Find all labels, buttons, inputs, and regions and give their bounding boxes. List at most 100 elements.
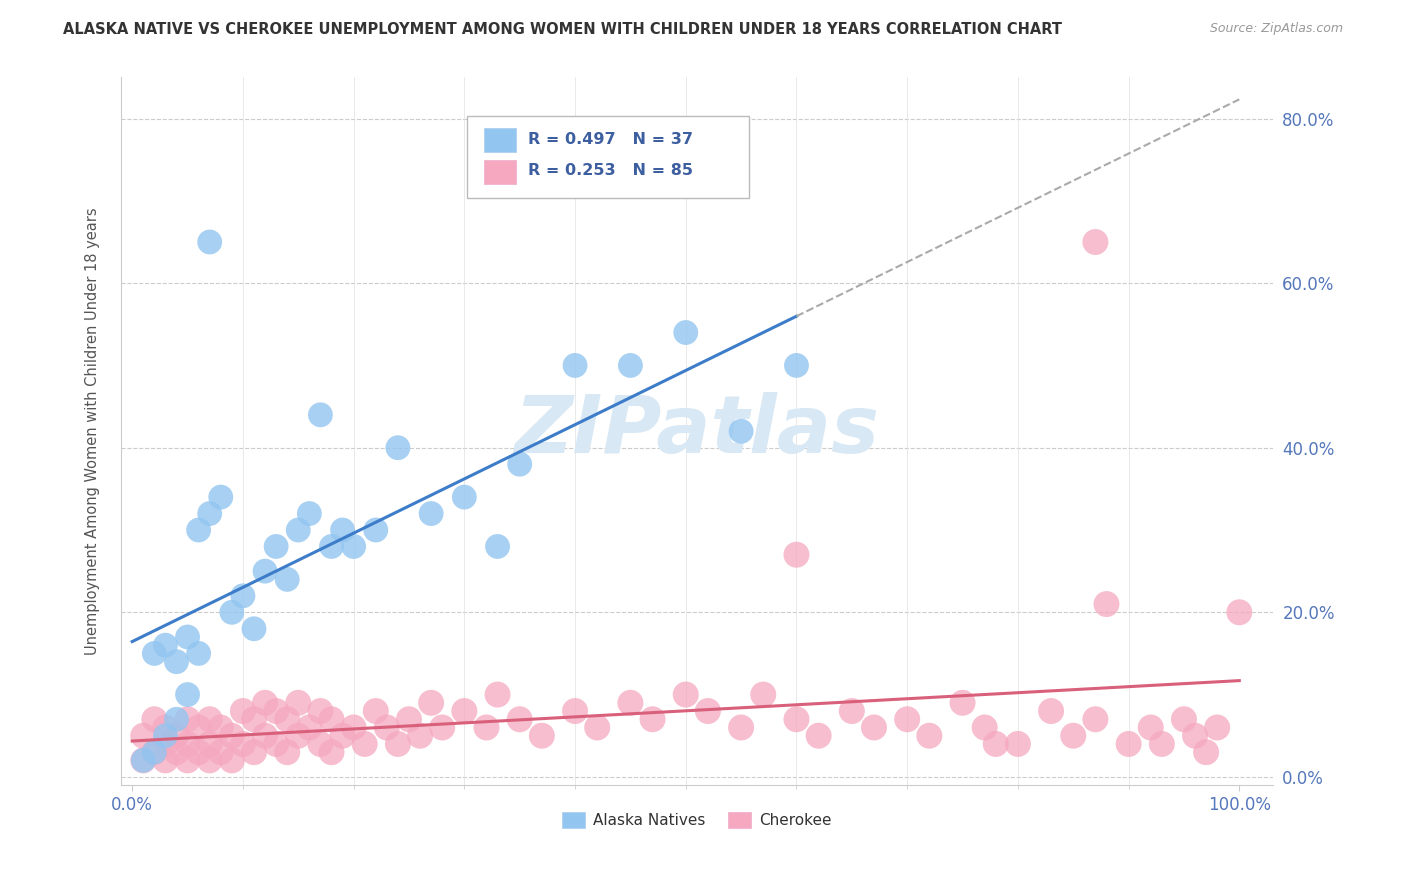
Point xyxy=(166,712,188,726)
Point xyxy=(332,523,354,537)
Point xyxy=(1084,712,1107,726)
Point xyxy=(586,721,609,735)
Point xyxy=(198,737,221,751)
Point xyxy=(166,655,188,669)
Point xyxy=(155,753,177,767)
Point xyxy=(198,753,221,767)
Point xyxy=(675,326,697,340)
Point xyxy=(176,737,198,751)
Point xyxy=(276,573,298,587)
Point xyxy=(453,704,475,718)
Point xyxy=(254,729,277,743)
Point xyxy=(564,359,586,373)
Point xyxy=(1227,605,1250,619)
Point xyxy=(143,745,166,759)
Point xyxy=(243,622,266,636)
Point xyxy=(143,712,166,726)
Text: R = 0.497   N = 37: R = 0.497 N = 37 xyxy=(527,131,693,146)
Point xyxy=(353,737,375,751)
Point xyxy=(166,729,188,743)
Point xyxy=(155,729,177,743)
Point xyxy=(807,729,830,743)
Point xyxy=(176,753,198,767)
Point xyxy=(209,745,232,759)
Point xyxy=(321,712,343,726)
Point xyxy=(564,704,586,718)
Point xyxy=(1139,721,1161,735)
Point xyxy=(1195,745,1218,759)
Point xyxy=(287,729,309,743)
Point xyxy=(143,647,166,661)
Point xyxy=(696,704,718,718)
Point xyxy=(187,647,209,661)
Point xyxy=(1184,729,1206,743)
Point xyxy=(198,712,221,726)
Point xyxy=(1150,737,1173,751)
FancyBboxPatch shape xyxy=(484,161,516,184)
Point xyxy=(254,696,277,710)
Point xyxy=(321,745,343,759)
FancyBboxPatch shape xyxy=(467,116,748,198)
Point xyxy=(486,540,509,554)
Point xyxy=(143,745,166,759)
Point xyxy=(530,729,553,743)
Point xyxy=(198,235,221,249)
FancyBboxPatch shape xyxy=(484,128,516,152)
Point xyxy=(209,490,232,504)
Point xyxy=(675,688,697,702)
Point xyxy=(209,721,232,735)
Point xyxy=(166,745,188,759)
Point xyxy=(309,737,332,751)
Point xyxy=(155,721,177,735)
Point xyxy=(387,441,409,455)
Point xyxy=(973,721,995,735)
Point xyxy=(187,745,209,759)
Text: Source: ZipAtlas.com: Source: ZipAtlas.com xyxy=(1209,22,1343,36)
Point xyxy=(1084,235,1107,249)
Point xyxy=(1062,729,1084,743)
Point xyxy=(332,729,354,743)
Point xyxy=(176,630,198,644)
Point xyxy=(187,523,209,537)
Point xyxy=(232,737,254,751)
Point xyxy=(176,688,198,702)
Point xyxy=(132,753,155,767)
Point xyxy=(321,540,343,554)
Point xyxy=(309,408,332,422)
Point xyxy=(863,721,886,735)
Point xyxy=(155,737,177,751)
Point xyxy=(232,704,254,718)
Point xyxy=(509,712,531,726)
Point xyxy=(375,721,398,735)
Point xyxy=(984,737,1007,751)
Point xyxy=(364,523,387,537)
Point xyxy=(918,729,941,743)
Point xyxy=(132,729,155,743)
Point xyxy=(198,507,221,521)
Point xyxy=(264,737,287,751)
Point xyxy=(276,745,298,759)
Point xyxy=(364,704,387,718)
Point xyxy=(752,688,775,702)
Point xyxy=(298,721,321,735)
Point xyxy=(1206,721,1229,735)
Point xyxy=(785,548,807,562)
Point xyxy=(641,712,664,726)
Text: ZIPatlas: ZIPatlas xyxy=(515,392,879,470)
Point xyxy=(264,540,287,554)
Point xyxy=(619,696,641,710)
Point xyxy=(409,729,432,743)
Point xyxy=(1007,737,1029,751)
Point xyxy=(432,721,454,735)
Point xyxy=(1173,712,1195,726)
Point xyxy=(276,712,298,726)
Point xyxy=(155,638,177,652)
Point xyxy=(343,721,366,735)
Text: R = 0.253   N = 85: R = 0.253 N = 85 xyxy=(527,163,693,178)
Point xyxy=(785,359,807,373)
Point xyxy=(221,605,243,619)
Point xyxy=(243,712,266,726)
Text: ALASKA NATIVE VS CHEROKEE UNEMPLOYMENT AMONG WOMEN WITH CHILDREN UNDER 18 YEARS : ALASKA NATIVE VS CHEROKEE UNEMPLOYMENT A… xyxy=(63,22,1063,37)
Point xyxy=(841,704,863,718)
Point xyxy=(343,540,366,554)
